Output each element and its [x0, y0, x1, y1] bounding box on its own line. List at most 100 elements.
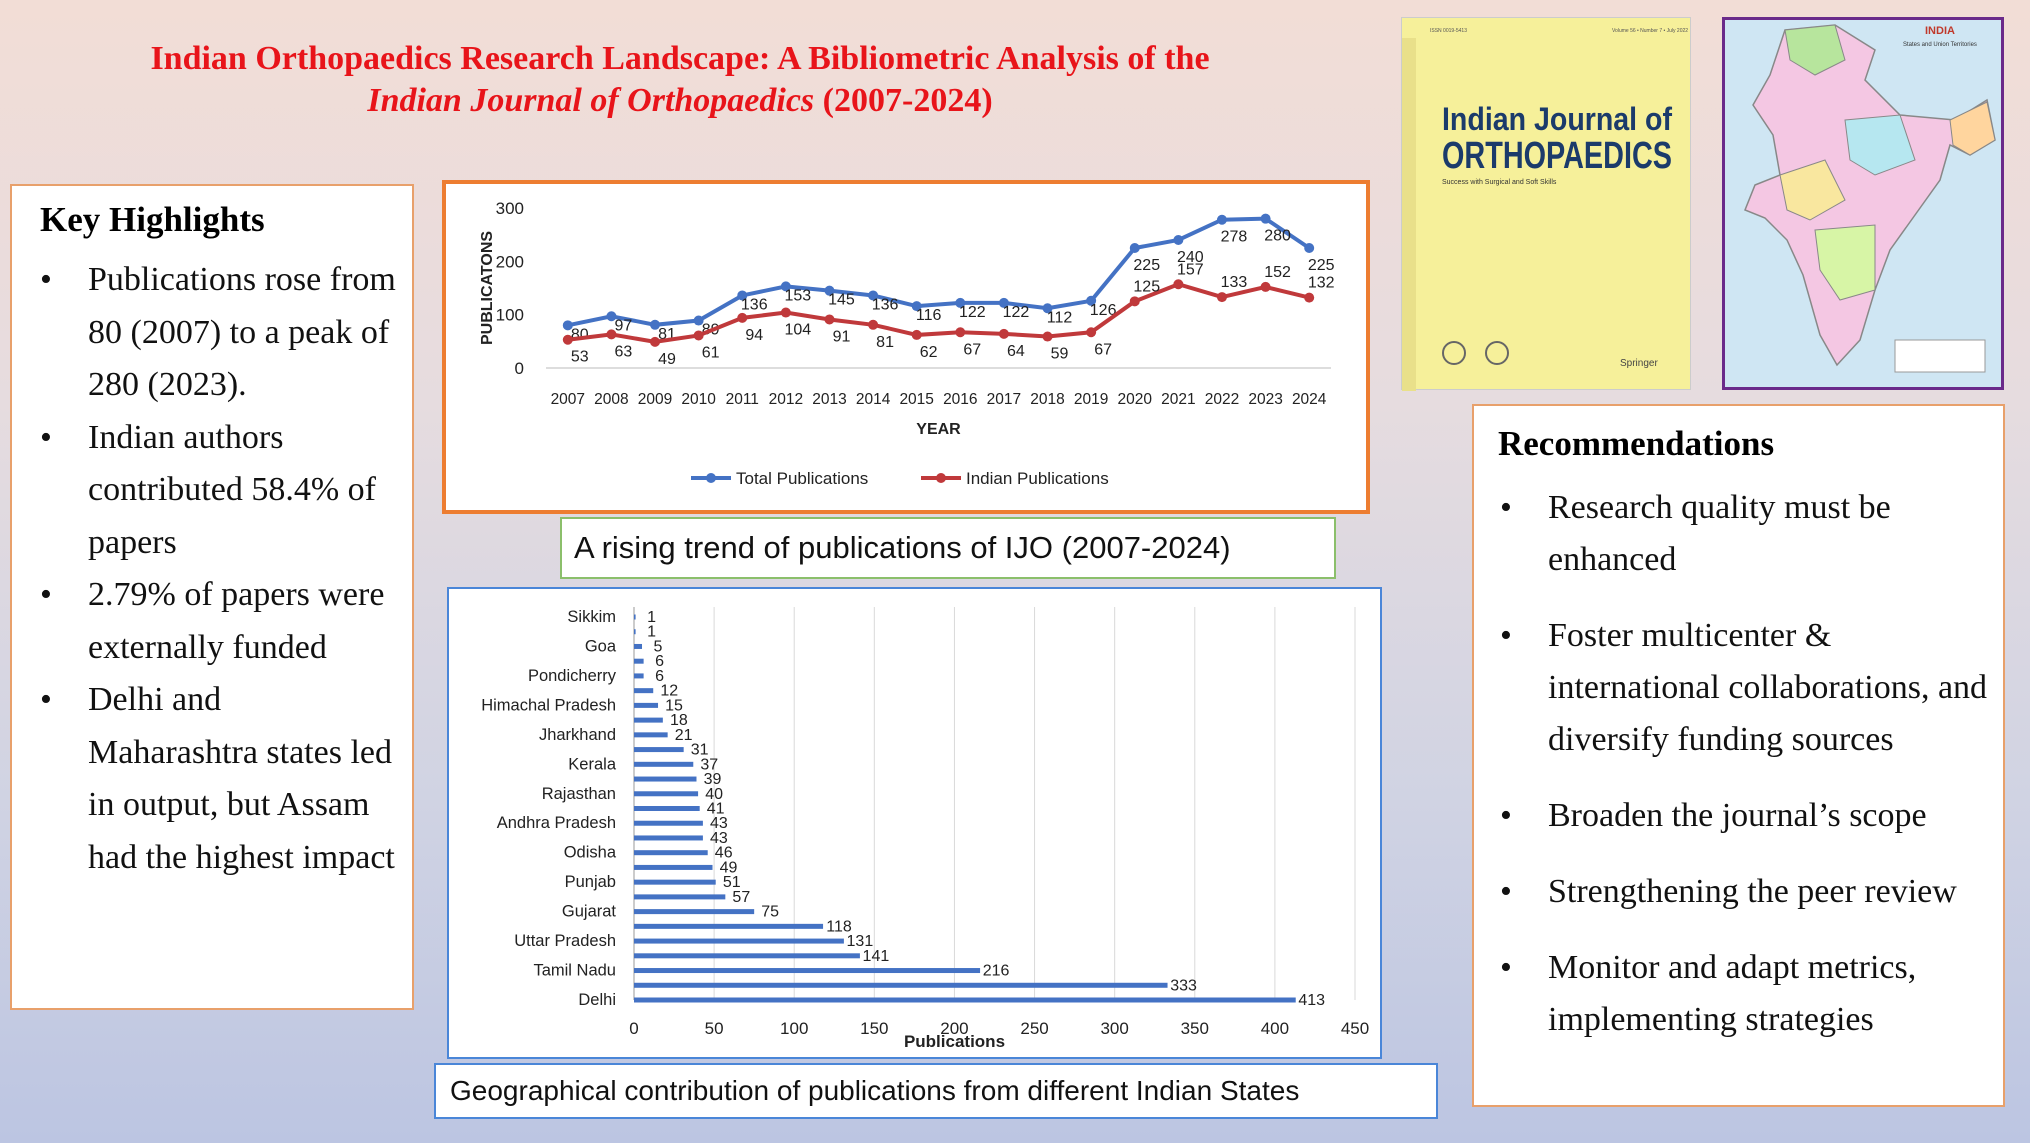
bar [634, 732, 668, 738]
bar [634, 835, 703, 841]
bar [634, 953, 860, 959]
data-label: 21 [675, 727, 693, 744]
data-label: 280 [1264, 228, 1291, 245]
x-tick-label: 2016 [943, 391, 977, 408]
x-tick-label: 350 [1181, 1019, 1209, 1038]
line-chart-svg: 0 100 200 300 2007 2008 2009 2010 2011 2012 2013 20… [479, 199, 1335, 488]
bar-chart-svg: 0 50 100 150 200 250 300 350 400 450 Publications 4… [481, 607, 1369, 1051]
x-tick-label: 400 [1261, 1019, 1289, 1038]
x-tick-label: 50 [705, 1019, 724, 1038]
data-label: 97 [615, 317, 633, 334]
data-label: 136 [872, 296, 899, 313]
state-contribution-chart: 0 50 100 150 200 250 300 350 400 450 Publications 4… [447, 587, 1382, 1059]
data-point [606, 329, 617, 340]
recommendation-item: Monitor and adapt metrics, implementing … [1488, 942, 1989, 1046]
x-tick-label: 2020 [1118, 391, 1153, 408]
journal-cover-image: ISSN 0019-5413 Volume 56 • Number 7 • Ju… [1401, 17, 1691, 391]
society-seal-icon [1442, 341, 1466, 365]
category-label: Kerala [568, 755, 617, 773]
data-point [998, 328, 1009, 339]
x-tick-label: 2015 [899, 391, 933, 408]
data-point [562, 320, 573, 331]
x-tick-label: 100 [780, 1019, 808, 1038]
data-point [1304, 292, 1315, 303]
data-label: 64 [1007, 343, 1025, 360]
data-label: 37 [700, 756, 718, 773]
data-label: 59 [1051, 346, 1069, 363]
data-label: 1 [647, 624, 656, 641]
map-legend [1894, 339, 1986, 373]
cover-publisher: Springer [1620, 358, 1658, 369]
series-line-total [567, 216, 1311, 328]
journal-name: Indian Journal of Orthopaedics [367, 82, 815, 119]
x-tick-label: 250 [1020, 1019, 1048, 1038]
data-label: 122 [1003, 304, 1030, 321]
bar [634, 997, 1296, 1003]
bar [634, 968, 981, 974]
data-point [824, 314, 835, 325]
x-tick-label: 2019 [1074, 391, 1108, 408]
cover-volume: Volume 56 • Number 7 • July 2022 [1612, 28, 1688, 34]
bar [634, 879, 716, 885]
data-label: 413 [1298, 992, 1325, 1009]
data-point [650, 319, 661, 330]
bar [634, 791, 699, 797]
data-label: 31 [691, 742, 709, 759]
x-tick-label: 2011 [726, 391, 759, 408]
x-tick-label: 0 [629, 1019, 638, 1038]
y-tick-label: 200 [496, 252, 524, 271]
data-label: 15 [665, 697, 683, 714]
highlight-item: Publications rose from 80 (2007) to a pe… [26, 254, 398, 412]
data-point [562, 334, 573, 345]
data-point [824, 285, 835, 296]
bar [634, 820, 703, 826]
data-label: 91 [833, 328, 851, 345]
data-label: 104 [785, 322, 812, 339]
society-seal-icon [1485, 341, 1509, 365]
x-tick-label: 2018 [1030, 391, 1064, 408]
data-label: 125 [1133, 278, 1160, 295]
data-label: 133 [1221, 274, 1248, 291]
data-label: 126 [1090, 302, 1117, 319]
x-tick-label: 2012 [769, 391, 803, 408]
data-point [650, 336, 661, 347]
x-tick-label: 2007 [551, 391, 585, 408]
x-tick-label: 2014 [856, 391, 891, 408]
data-point [780, 307, 791, 318]
data-label: 43 [710, 815, 728, 832]
data-label: 39 [704, 771, 722, 788]
title-years: (2007-2024) [814, 82, 993, 119]
bar [634, 717, 663, 723]
x-tick-label: 2017 [987, 391, 1021, 408]
bar [634, 629, 636, 635]
data-label: 49 [720, 859, 738, 876]
bar [634, 614, 636, 620]
category-label: Rajasthan [542, 785, 616, 803]
data-point [911, 301, 922, 312]
recommendations-heading: Recommendations [1498, 424, 1775, 463]
data-point [911, 329, 922, 340]
title-line-2: Indian Journal of Orthopaedics (2007-202… [60, 80, 1300, 122]
data-label: 157 [1177, 261, 1204, 278]
data-point [868, 319, 879, 330]
data-label: 136 [741, 296, 768, 313]
key-highlights-panel: Key Highlights Publications rose from 80… [10, 184, 414, 1010]
data-label: 216 [983, 963, 1010, 980]
x-tick-label: 2010 [681, 391, 716, 408]
data-point [1042, 303, 1053, 314]
data-point [998, 297, 1009, 308]
data-point [1173, 279, 1184, 290]
bar [634, 850, 708, 856]
data-label: 116 [916, 307, 942, 324]
x-tick-label: 200 [940, 1019, 968, 1038]
data-point [693, 315, 704, 326]
data-label: 57 [732, 889, 750, 906]
highlight-item: Indian authors contributed 58.4% of pape… [26, 412, 398, 570]
data-label: 94 [745, 327, 763, 344]
data-point [737, 312, 748, 323]
cover-title-line1: Indian Journal of [1442, 101, 1672, 137]
category-label: Uttar Pradesh [514, 932, 616, 950]
legend-marker-indian [936, 473, 946, 483]
data-point [1129, 243, 1140, 253]
x-tick-label: 2009 [638, 391, 672, 408]
